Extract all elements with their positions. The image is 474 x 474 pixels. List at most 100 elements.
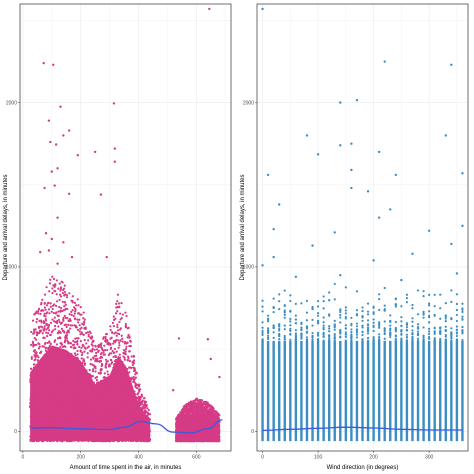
data-point [100, 352, 103, 355]
data-point [70, 398, 73, 401]
data-point [143, 401, 146, 404]
data-point [206, 401, 209, 404]
data-point [50, 310, 53, 313]
data-point [88, 368, 91, 372]
data-point [33, 330, 36, 334]
data-point [74, 310, 77, 313]
data-point [55, 343, 59, 346]
data-point [43, 431, 46, 434]
data-point [52, 424, 55, 427]
data-point [76, 343, 79, 346]
data-point [129, 380, 132, 383]
data-point [102, 415, 105, 419]
data-point [103, 422, 106, 425]
data-point [66, 307, 69, 311]
data-point [57, 318, 61, 322]
data-point [132, 425, 135, 428]
data-point [49, 305, 52, 308]
data-point [126, 355, 130, 358]
data-point [94, 416, 97, 419]
data-point [60, 363, 63, 366]
data-point [52, 379, 55, 383]
data-point [85, 425, 88, 429]
data-point [88, 418, 91, 421]
data-point [110, 395, 113, 398]
data-point [40, 362, 43, 366]
data-point [103, 395, 106, 398]
data-point [53, 303, 56, 306]
data-point [126, 336, 129, 339]
data-point [90, 384, 93, 387]
data-point [97, 399, 100, 402]
data-point [69, 436, 72, 439]
data-point [104, 335, 107, 339]
data-point [135, 434, 138, 438]
data-point [81, 400, 84, 404]
data-point [109, 408, 113, 411]
data-point [134, 373, 137, 376]
data-point [65, 374, 68, 378]
data-point [114, 339, 117, 342]
data-point [84, 327, 87, 330]
data-point [97, 388, 100, 391]
data-point [143, 414, 147, 417]
data-point [110, 381, 113, 384]
data-point [41, 420, 44, 424]
data-point [42, 410, 45, 413]
data-point [68, 393, 71, 397]
data-point [147, 408, 150, 412]
data-point [41, 385, 44, 388]
data-point [32, 373, 35, 377]
data-point [127, 437, 130, 441]
data-point [36, 433, 39, 437]
data-point [35, 318, 39, 321]
data-point [57, 310, 60, 313]
data-point [58, 282, 61, 285]
data-point [48, 383, 51, 386]
data-point [35, 351, 38, 354]
data-point [56, 401, 59, 404]
data-point [91, 403, 94, 406]
data-point [39, 384, 42, 387]
data-point [124, 399, 128, 402]
data-point [91, 413, 94, 416]
data-point [70, 313, 73, 317]
data-point [48, 312, 51, 315]
data-point [120, 389, 123, 392]
data-point [104, 337, 107, 341]
data-point [78, 330, 81, 333]
data-point [41, 413, 45, 416]
data-point [52, 277, 56, 281]
data-point [41, 432, 44, 435]
data-point [119, 416, 122, 419]
data-point [64, 335, 67, 339]
data-point [95, 348, 99, 351]
data-point [58, 298, 61, 302]
data-point [49, 390, 52, 393]
data-point [112, 394, 116, 397]
data-point [111, 424, 114, 428]
data-point [116, 329, 120, 332]
data-point [38, 351, 42, 355]
data-point [53, 289, 56, 293]
data-point [39, 382, 42, 385]
data-point [82, 311, 85, 314]
data-point [124, 347, 128, 351]
data-point [61, 300, 64, 303]
data-point [107, 425, 110, 428]
data-point [148, 434, 151, 437]
data-point [34, 402, 37, 405]
data-point [46, 398, 49, 401]
data-point [55, 410, 59, 413]
data-point [99, 432, 102, 435]
data-point [137, 431, 140, 434]
data-point [91, 370, 95, 373]
data-point [213, 427, 216, 430]
data-point [45, 328, 48, 331]
data-point [113, 347, 116, 351]
data-point [83, 320, 86, 323]
data-point [69, 370, 72, 373]
data-point [114, 405, 117, 409]
data-point [81, 429, 84, 433]
data-point [52, 311, 55, 315]
